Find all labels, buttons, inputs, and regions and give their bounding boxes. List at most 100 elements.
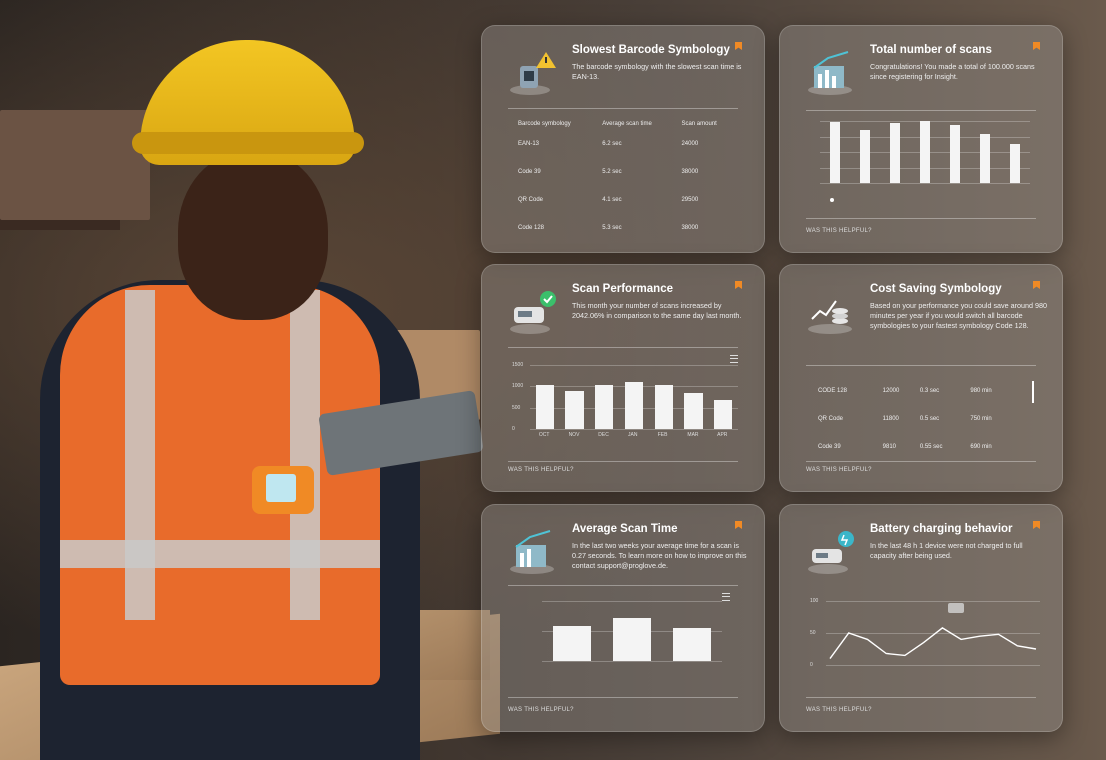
chart-bar[interactable]	[595, 385, 614, 429]
y-tick-label: 0	[810, 662, 813, 668]
card-title: Average Scan Time	[572, 523, 678, 535]
table-cell: 38000	[681, 225, 699, 231]
x-tick-label: OCT	[538, 432, 550, 438]
table-cell: EAN-13	[518, 141, 540, 147]
chart-bar[interactable]	[980, 134, 990, 183]
table-header-row: Barcode symbology Average scan time Scan…	[518, 118, 738, 130]
bookmark-icon[interactable]	[1033, 521, 1040, 529]
chart-gridline	[826, 601, 1040, 602]
table-cell: 12000	[882, 388, 900, 394]
table-row: Code 128 5.3 sec 38000	[518, 214, 738, 242]
table-row: EAN-13 6.2 sec 24000	[518, 130, 738, 158]
y-tick-label: 1500	[512, 362, 524, 368]
table-row: QR Code 11800 0.5 sec 750 min	[818, 405, 1018, 433]
x-tick-label: DEC	[598, 432, 609, 438]
table-cell: 0.3 sec	[919, 388, 940, 394]
table-cell: 24000	[681, 141, 699, 147]
card-title: Slowest Barcode Symbology	[572, 44, 730, 56]
scanner-warning-icon	[510, 52, 556, 95]
x-tick-label: MAR	[687, 432, 699, 438]
helpful-question: WAS THIS HELPFUL?	[806, 228, 872, 234]
helpful-footer: WAS THIS HELPFUL?	[806, 705, 1036, 719]
chart-bar[interactable]	[673, 628, 711, 661]
divider	[806, 365, 1036, 366]
chart-bar[interactable]	[565, 391, 584, 429]
chart-bar[interactable]	[553, 626, 591, 661]
chart-bar[interactable]	[950, 125, 960, 183]
bookmark-icon[interactable]	[1033, 42, 1040, 50]
divider	[806, 218, 1036, 219]
table-cell: CODE 128	[818, 388, 848, 394]
average-scan-time-bar-chart	[542, 601, 722, 662]
chart-illustration-icon	[808, 51, 852, 95]
bookmark-icon[interactable]	[1033, 281, 1040, 289]
table-cell: 0.55 sec	[919, 444, 943, 450]
vest-stripe	[60, 540, 380, 568]
bookmark-icon[interactable]	[735, 521, 742, 529]
chart-bar[interactable]	[860, 129, 870, 183]
helpful-footer: WAS THIS HELPFUL?	[806, 226, 1036, 240]
scanner-check-icon	[510, 291, 556, 334]
cost-saving-table: CODE 128 12000 0.3 sec 980 min QR Code 1…	[818, 377, 1018, 461]
table-cell: Code 39	[518, 169, 541, 175]
chart-bar[interactable]	[613, 617, 651, 661]
scan-performance-bar-chart: 1500 1000 500 0 OCT NOV DEC JAN FEB MAR APR	[512, 362, 738, 439]
chart-bar[interactable]	[830, 122, 840, 183]
column-header: Average scan time	[602, 121, 652, 127]
battery-series-line[interactable]	[829, 627, 1037, 660]
y-tick-label: 50	[810, 630, 816, 636]
symbology-table: Barcode symbology Average scan time Scan…	[518, 118, 738, 242]
card-description: Based on your performance you could save…	[870, 301, 1048, 330]
chart-bar[interactable]	[713, 400, 733, 429]
x-tick-label: APR	[717, 432, 728, 438]
table-cell: 4.1 sec	[602, 197, 622, 203]
scanner-screen	[266, 474, 296, 502]
chart-bar[interactable]	[654, 384, 673, 429]
card-title: Battery charging behavior	[870, 523, 1013, 535]
line-chart-svg	[829, 627, 1037, 660]
vest-stripe	[125, 290, 155, 620]
table-row: QR Code 4.1 sec 29500	[518, 186, 738, 214]
table-row: Code 39 9810 0.55 sec 690 min	[818, 433, 1018, 461]
helpful-footer: WAS THIS HELPFUL?	[806, 465, 1036, 479]
y-tick-label: 500	[512, 404, 521, 411]
menu-icon[interactable]	[722, 593, 730, 601]
chart-illustration-icon	[510, 530, 554, 574]
y-tick-label: 0	[512, 426, 515, 432]
table-cell: 29500	[681, 197, 699, 203]
chart-bar[interactable]	[920, 121, 930, 183]
card-scan-performance: Scan Performance This month your number …	[481, 264, 765, 492]
chart-gridline	[826, 633, 1040, 634]
total-scans-bar-chart	[820, 121, 1030, 184]
table-cell: QR Code	[818, 416, 844, 422]
menu-icon[interactable]	[730, 355, 738, 363]
chart-bar[interactable]	[890, 123, 900, 183]
battery-scanner-icon	[808, 531, 854, 574]
divider	[806, 110, 1036, 111]
divider	[508, 697, 738, 698]
chart-gridline	[820, 183, 1030, 184]
column-header: Barcode symbology	[518, 121, 571, 127]
card-title: Cost Saving Symbology	[870, 283, 1002, 295]
scroll-indicator[interactable]	[1032, 381, 1034, 403]
card-description: This month your number of scans increase…	[572, 301, 742, 320]
card-slowest-symbology: Slowest Barcode Symbology The barcode sy…	[481, 25, 765, 253]
bookmark-icon[interactable]	[735, 42, 742, 50]
card-title: Scan Performance	[572, 283, 673, 295]
divider	[508, 461, 738, 462]
table-row: Code 39 5.2 sec 38000	[518, 158, 738, 186]
hard-hat-brim	[132, 132, 364, 154]
chart-bar[interactable]	[684, 392, 703, 429]
divider	[806, 461, 1036, 462]
helpful-question: WAS THIS HELPFUL?	[806, 467, 872, 473]
carousel-dot[interactable]	[830, 198, 834, 202]
chart-bar[interactable]	[1010, 143, 1020, 183]
card-average-scan-time: Average Scan Time In the last two weeks …	[481, 504, 765, 732]
table-cell: 11800	[882, 416, 899, 422]
bookmark-icon[interactable]	[735, 281, 742, 289]
chart-bar[interactable]	[535, 384, 555, 429]
table-cell: QR Code	[518, 197, 544, 203]
chart-bar[interactable]	[624, 381, 644, 429]
card-description: In the last 48 h 1 device were not charg…	[870, 541, 1023, 560]
